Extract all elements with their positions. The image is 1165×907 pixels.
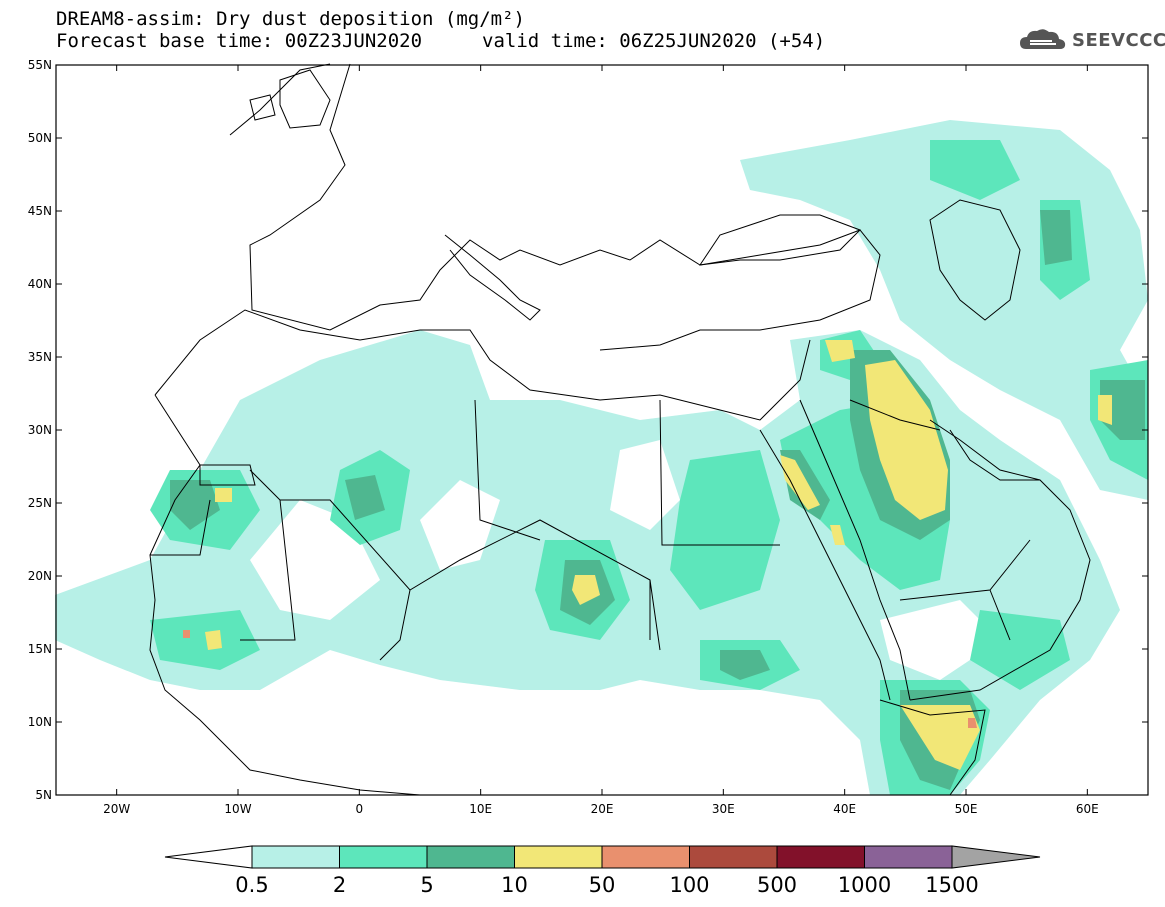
latitude-axis: 55N 50N 45N 40N 35N 30N 25N 20N 15N 10N 5N	[28, 58, 1148, 802]
dust-shading	[55, 120, 1148, 795]
colorbar-label: 10	[501, 873, 528, 897]
lat-label: 15N	[28, 642, 52, 656]
logo-text: SEEVCCC	[1072, 29, 1165, 51]
colorbar-box	[251, 845, 340, 869]
forecast-base-time: Forecast base time: 00Z23JUN2020	[56, 30, 423, 52]
longitude-axis: 20W 10W 0 10E 20E 30E 40E 50E 60E	[103, 65, 1099, 816]
colorbar-label: 100	[669, 873, 709, 897]
dust-region-level3	[170, 210, 1145, 790]
colorbar-label: 500	[757, 873, 797, 897]
colorbar-label: 0.5	[235, 873, 268, 897]
lon-label: 50E	[955, 802, 978, 816]
colorbar-under-arrow	[164, 845, 253, 869]
dust-region-level2	[150, 140, 1148, 795]
colorbar-box	[689, 845, 778, 869]
dust-region-level4	[205, 340, 1112, 770]
lon-label: 20W	[103, 802, 130, 816]
lat-label: 45N	[28, 204, 52, 218]
lat-label: 10N	[28, 715, 52, 729]
lon-label: 20E	[591, 802, 614, 816]
valid-time: valid time: 06Z25JUN2020 (+54)	[482, 30, 826, 52]
map-title: DREAM8-assim: Dry dust deposition (mg/m²…	[56, 8, 525, 30]
colorbar-label: 2	[333, 873, 346, 897]
lon-label: 60E	[1076, 802, 1099, 816]
lon-label: 40E	[833, 802, 856, 816]
lon-label: 10W	[224, 802, 251, 816]
seevccc-logo: SEEVCCC	[1018, 27, 1165, 53]
colorbar-box	[514, 845, 603, 869]
lat-label: 40N	[28, 277, 52, 291]
colorbar-box	[864, 845, 953, 869]
colorbar-label: 50	[589, 873, 616, 897]
lat-label: 30N	[28, 423, 52, 437]
lat-label: 50N	[28, 131, 52, 145]
lat-label: 20N	[28, 569, 52, 583]
colorbar-label: 5	[420, 873, 433, 897]
cloud-logo-icon	[1020, 29, 1066, 49]
colorbar-box	[426, 845, 515, 869]
colorbar-box	[339, 845, 428, 869]
lat-label: 35N	[28, 350, 52, 364]
coastlines	[149, 63, 1091, 796]
colorbar-box	[601, 845, 690, 869]
colorbar-label: 1500	[925, 873, 978, 897]
lat-label: 5N	[35, 788, 52, 802]
lon-label: 0	[356, 802, 364, 816]
colorbar: 0.5 2 5 10 50 100 500 1000 1500	[164, 845, 1041, 897]
lat-label: 55N	[28, 58, 52, 72]
lon-label: 30E	[712, 802, 735, 816]
colorbar-label: 1000	[838, 873, 891, 897]
colorbar-box	[776, 845, 865, 869]
lon-label: 10E	[469, 802, 492, 816]
lat-label: 25N	[28, 496, 52, 510]
colorbar-over-arrow	[951, 845, 1041, 869]
